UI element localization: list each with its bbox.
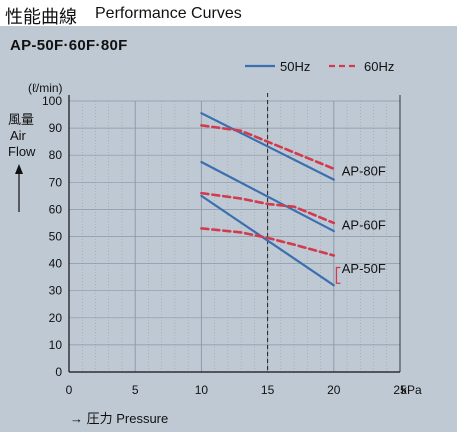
series-line bbox=[200, 191, 336, 225]
y-tick-label: 20 bbox=[49, 311, 63, 325]
y-tick-label: 0 bbox=[55, 365, 62, 379]
series-line bbox=[200, 160, 335, 233]
chart-title: AP-50F·60F·80F bbox=[10, 37, 128, 54]
x-tick-label: 25 bbox=[393, 383, 407, 397]
x-tick-label: 10 bbox=[195, 383, 209, 397]
x-tick-label: 0 bbox=[66, 383, 73, 397]
y-tick-label: 60 bbox=[49, 202, 63, 216]
curve-label: AP-50F bbox=[342, 261, 386, 276]
y-tick-label: 90 bbox=[49, 121, 63, 135]
x-tick-label: 15 bbox=[261, 383, 275, 397]
y-tick-label: 10 bbox=[49, 338, 63, 352]
y-label-ja: 風量 bbox=[8, 112, 34, 127]
legend-label-50hz: 50Hz bbox=[280, 59, 310, 74]
curve-label: AP-80F bbox=[342, 163, 386, 178]
y-tick-label: 30 bbox=[49, 284, 63, 298]
y-tick-label: 50 bbox=[49, 230, 63, 244]
y-tick-label: 80 bbox=[49, 148, 63, 162]
y-tick-label: 100 bbox=[42, 94, 62, 108]
title-japanese: 性能曲線 bbox=[5, 7, 77, 27]
curve-labels: AP-80F AP-60F AP-50F bbox=[342, 163, 386, 276]
y-label-en-line1: Air bbox=[10, 128, 27, 143]
legend-label-60hz: 60Hz bbox=[364, 59, 394, 74]
series-line bbox=[200, 194, 335, 287]
title-english: Performance Curves bbox=[95, 5, 242, 22]
y-tick-label: 70 bbox=[49, 175, 63, 189]
x-unit: kPa bbox=[401, 383, 422, 397]
series-line bbox=[200, 227, 336, 257]
y-axis-arrow-icon bbox=[15, 164, 23, 212]
header-bar: 性能曲線 Performance Curves bbox=[0, 0, 457, 27]
y-label-en-line2: Flow bbox=[8, 144, 36, 159]
x-tick-label: 20 bbox=[327, 383, 341, 397]
series-layer bbox=[200, 112, 336, 287]
grid bbox=[69, 100, 400, 372]
x-tick-label: 5 bbox=[132, 383, 139, 397]
curve-label: AP-60F bbox=[342, 218, 386, 233]
series-line bbox=[200, 112, 335, 181]
axis-frame bbox=[68, 95, 401, 373]
y-tick-label: 40 bbox=[49, 257, 63, 271]
legend: 50Hz 60Hz bbox=[245, 59, 394, 74]
x-axis-label: → 圧力 Pressure bbox=[70, 411, 168, 426]
tick-labels: 0 5 10 15 20 25 0 10 20 30 40 50 60 70 80 90 100 bbox=[42, 94, 407, 397]
ap50f-bracket bbox=[335, 266, 341, 284]
series-line bbox=[200, 124, 336, 171]
y-unit: (ℓ/min) bbox=[28, 81, 63, 95]
